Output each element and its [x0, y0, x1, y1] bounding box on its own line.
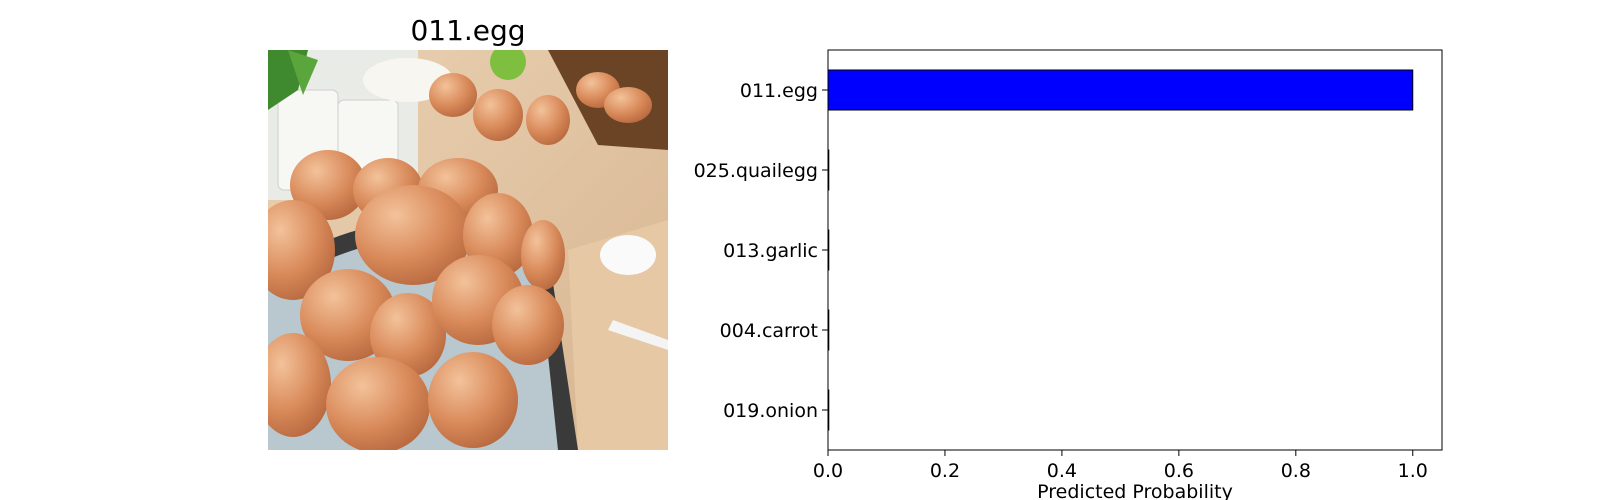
- x-tick-label-5: 1.0: [1398, 460, 1428, 482]
- x-axis-label: Predicted Probability: [1037, 481, 1233, 500]
- eggs-photo: [268, 50, 668, 450]
- x-tick-label-4: 0.8: [1281, 460, 1311, 482]
- y-tick-label-2: 013.garlic: [723, 240, 818, 262]
- y-tick-label-3: 004.carrot: [720, 320, 818, 342]
- x-tick-label-3: 0.6: [1164, 460, 1194, 482]
- image-title: 011.egg: [410, 14, 526, 47]
- y-tick-label-4: 019.onion: [723, 400, 818, 422]
- y-tick-label-1: 025.quailegg: [694, 160, 818, 182]
- plot-frame: [827, 49, 1443, 451]
- x-tick-label-2: 0.4: [1047, 460, 1077, 482]
- bar-0: [827, 69, 1414, 111]
- x-tick-label-1: 0.2: [930, 460, 960, 482]
- y-tick-label-0: 011.egg: [740, 80, 818, 102]
- x-tick-label-0: 0.0: [813, 460, 843, 482]
